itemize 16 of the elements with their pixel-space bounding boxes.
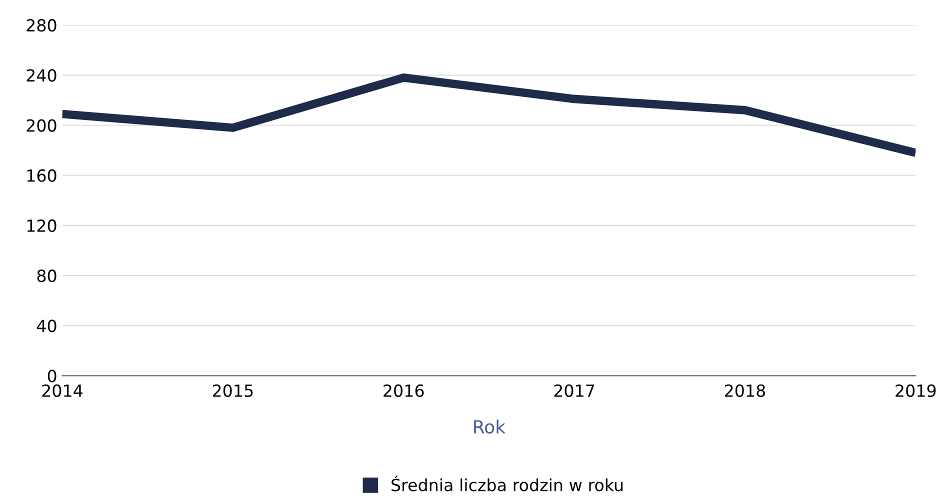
y-tick-label: 200 bbox=[26, 119, 56, 132]
x-tick-label: 2017 bbox=[554, 384, 594, 397]
x-tick-label: 2016 bbox=[384, 384, 424, 397]
x-tick-label: 2019 bbox=[896, 384, 936, 397]
x-tick-label: 2014 bbox=[42, 384, 83, 397]
y-tick-label: 80 bbox=[37, 270, 56, 282]
y-tick-label: 240 bbox=[26, 69, 56, 82]
y-tick-label: 280 bbox=[26, 19, 56, 32]
y-tick-label: 0 bbox=[48, 370, 56, 382]
x-axis-title: Rok bbox=[474, 420, 506, 434]
y-tick-label: 160 bbox=[27, 169, 56, 182]
y-tick-label: 120 bbox=[27, 219, 56, 232]
x-tick-label: 2018 bbox=[724, 384, 766, 397]
legend-label: Średnia liczba rodzin w roku bbox=[392, 476, 623, 492]
y-tick-label: 40 bbox=[36, 320, 56, 332]
x-tick-label: 2015 bbox=[212, 384, 253, 397]
